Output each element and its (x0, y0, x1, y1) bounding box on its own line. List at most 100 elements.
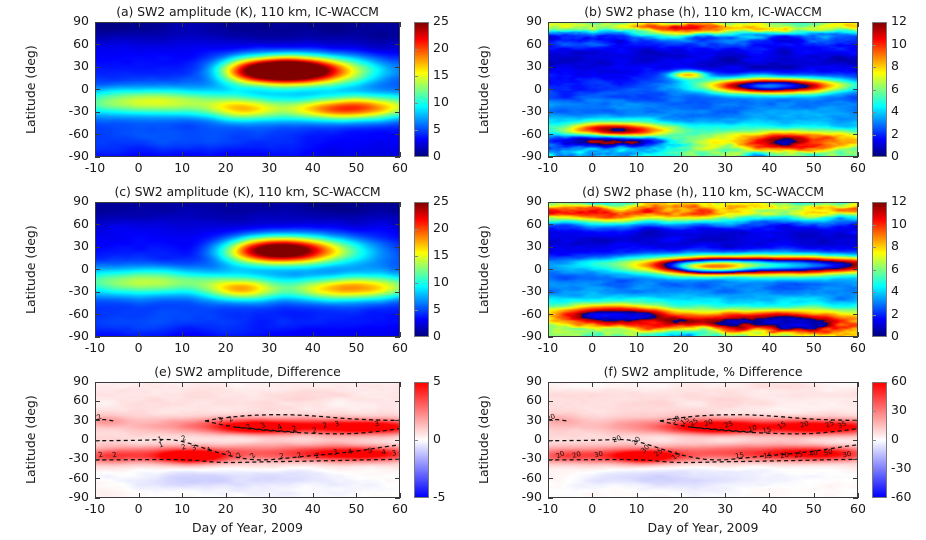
colorbar-tick-mark (414, 310, 418, 311)
panel-title-f: (f) SW2 amplitude, % Difference (603, 364, 803, 379)
ytick-mark (95, 314, 100, 315)
xtick-mark (225, 332, 227, 337)
ytick-label: 60 (526, 35, 542, 51)
xtick-label: 60 (392, 340, 408, 355)
ytick-label: 90 (526, 373, 542, 388)
ytick-label: 90 (73, 193, 89, 208)
xtick-label: 50 (805, 501, 822, 516)
xtick-label: 0 (588, 501, 597, 516)
ytick-mark (548, 156, 553, 158)
contour-label: 3 (334, 419, 341, 429)
ytick-mark (853, 44, 858, 45)
contour-label: 20 (799, 420, 810, 430)
xtick-mark (182, 493, 184, 498)
xtick-mark (769, 152, 771, 157)
xtick-mark (225, 493, 227, 498)
xtick-label: 20 (672, 340, 689, 355)
xtick-mark (592, 332, 594, 337)
contour-line (236, 426, 298, 433)
ytick-label: 0 (534, 260, 542, 276)
colorbar-tick-mark (872, 411, 876, 412)
ytick-mark (395, 478, 400, 480)
xtick-mark (95, 382, 96, 387)
xtick-label: 60 (392, 501, 408, 516)
xtick-mark (269, 493, 271, 498)
xtick-label: 50 (805, 340, 822, 355)
xtick-mark (592, 493, 594, 498)
colorbar-tick-mark (872, 112, 876, 113)
ytick-label: 0 (534, 80, 542, 96)
plot-area-b (548, 22, 858, 157)
xtick-mark (138, 22, 140, 27)
ytick-mark (95, 336, 100, 338)
ytick-mark (95, 246, 100, 248)
ytick-mark (548, 420, 553, 422)
contour-label: 25 (688, 417, 700, 429)
y-axis-label-a: Latitude (deg) (23, 44, 38, 134)
ytick-mark (395, 246, 400, 248)
xtick-mark (400, 382, 401, 387)
ytick-mark (395, 497, 400, 499)
xtick-mark (680, 202, 682, 207)
colorbar-tick-label: 2 (891, 125, 899, 141)
colorbar-tick-label: 25 (433, 13, 449, 28)
ytick-label: 30 (526, 238, 542, 253)
xtick-label: 0 (588, 160, 597, 175)
xtick-label: 40 (761, 340, 778, 355)
contour-label: 2 (180, 433, 187, 443)
xtick-mark (636, 152, 638, 157)
y-axis-label-d: Latitude (deg) (476, 224, 491, 314)
xtick-mark (548, 332, 549, 337)
xtick-mark (356, 22, 358, 27)
xtick-mark (592, 152, 594, 157)
ytick-mark (95, 478, 100, 480)
ytick-mark (395, 314, 400, 315)
xtick-mark (636, 202, 638, 207)
xtick-label: -10 (537, 501, 559, 516)
xtick-mark (138, 332, 140, 337)
ytick-mark (548, 21, 553, 23)
contour-label: 15 (670, 450, 682, 462)
ytick-mark (548, 314, 553, 315)
xtick-mark (813, 22, 815, 27)
xtick-mark (312, 382, 314, 387)
colorbar-tick-mark (872, 224, 876, 226)
colorbar-tick-mark (414, 130, 418, 131)
xtick-mark (95, 22, 96, 27)
contour-label: 2 (296, 450, 302, 460)
ytick-mark (853, 381, 858, 383)
xtick-label: 40 (304, 160, 321, 175)
xtick-label: 60 (392, 160, 408, 175)
xtick-mark (725, 202, 727, 207)
contour-label: 4 (205, 445, 214, 455)
xtick-mark (400, 332, 401, 337)
colorbar-tick-label: 12 (891, 193, 907, 208)
contour-label: 20 (630, 435, 642, 447)
contour-label: 20 (611, 434, 622, 445)
colorbar-tick-label: 6 (891, 260, 899, 276)
ytick-label: -30 (521, 450, 542, 466)
ytick-mark (548, 246, 553, 248)
colorbar-tick-label: 10 (433, 94, 449, 109)
contour-line (549, 458, 857, 464)
colorbar-tick-label: 15 (433, 67, 449, 82)
xtick-label: 0 (134, 160, 143, 175)
xtick-mark (769, 332, 771, 337)
ytick-mark (548, 381, 553, 383)
ytick-label: 90 (526, 13, 542, 28)
colorbar-tick-label: 0 (433, 328, 441, 343)
ytick-label: -60 (68, 305, 89, 321)
xtick-mark (138, 152, 140, 157)
xtick-mark (548, 152, 549, 157)
ytick-label: -60 (521, 305, 542, 321)
ytick-mark (395, 291, 400, 293)
ytick-label: -30 (521, 283, 542, 298)
ytick-mark (95, 439, 100, 441)
contour-label: 2 (244, 421, 253, 431)
colorbar-tick-label: 0 (433, 431, 441, 446)
colorbar-tick-label: 5 (433, 373, 441, 388)
colorbar-tick-mark (872, 292, 876, 293)
y-axis-label-f: Latitude (deg) (476, 395, 491, 484)
panel-title-d: (d) SW2 phase (h), 110 km, SC-WACCM (582, 184, 824, 199)
